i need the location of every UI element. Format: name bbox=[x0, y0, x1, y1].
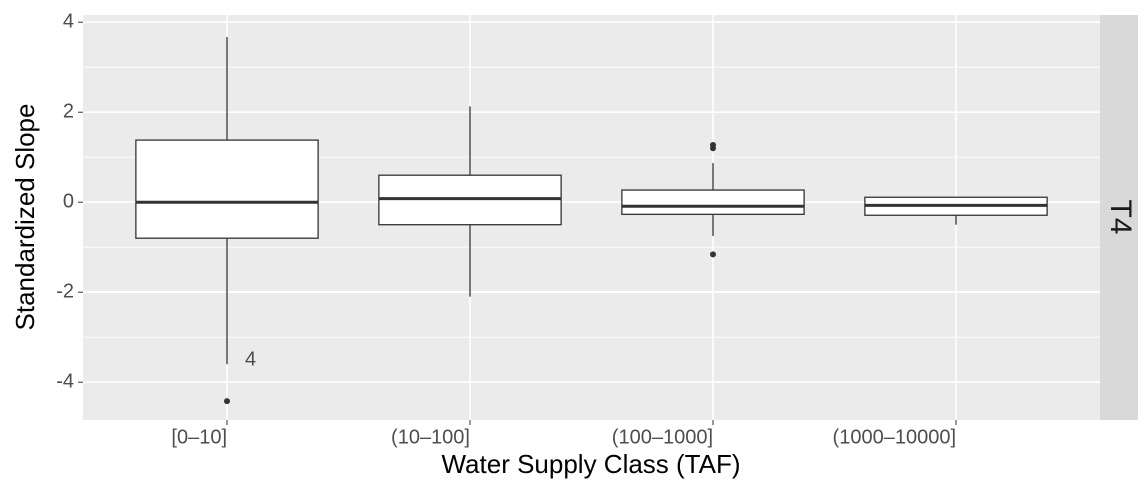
outlier bbox=[710, 145, 716, 152]
outlier bbox=[224, 398, 230, 405]
facet-label: T4 bbox=[1104, 199, 1137, 234]
x-tick-label: [0–10] bbox=[171, 426, 227, 448]
y-axis-title: Standardized Slope bbox=[10, 104, 40, 331]
y-tick-label: 2 bbox=[63, 100, 74, 122]
outlier bbox=[710, 251, 716, 258]
annotation: 4 bbox=[245, 348, 256, 370]
facet-strip bbox=[1100, 15, 1138, 420]
y-tick-label: 4 bbox=[63, 10, 74, 32]
y-tick-label: 0 bbox=[63, 190, 74, 212]
x-axis-title: Water Supply Class (TAF) bbox=[441, 449, 740, 479]
box bbox=[135, 139, 319, 239]
x-tick-label: (10–100] bbox=[391, 426, 470, 448]
marks: 4 bbox=[135, 37, 1048, 405]
x-tick-label: (1000–10000] bbox=[833, 426, 956, 448]
x-tick-label: (100–1000] bbox=[612, 426, 713, 448]
y-tick-label: -4 bbox=[56, 370, 74, 392]
box bbox=[621, 189, 805, 216]
y-tick-label: -2 bbox=[56, 280, 74, 302]
